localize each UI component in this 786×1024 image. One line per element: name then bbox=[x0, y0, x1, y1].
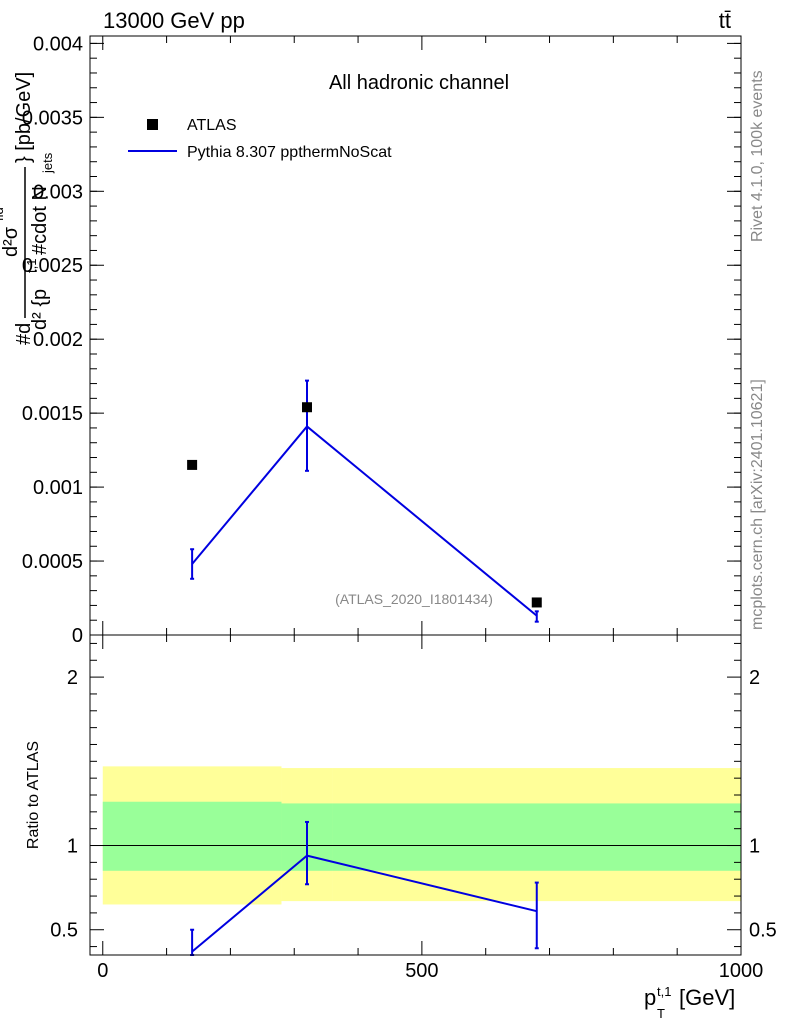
ratio-y-tick-label: 1 bbox=[67, 836, 78, 858]
main-y-tick-label: 0.004 bbox=[33, 33, 83, 55]
main-plot-content bbox=[187, 379, 542, 623]
pythia-line bbox=[191, 425, 538, 617]
ratio-x-tick-label: 1000 bbox=[719, 960, 764, 982]
main-x-axis bbox=[102, 36, 742, 635]
ratio-x-tick-label: 500 bbox=[405, 960, 438, 982]
ylabel-numerator-sup: fid bbox=[0, 207, 6, 221]
atlas-data-point bbox=[531, 597, 542, 608]
main-y-label: #d d²σ fid d² {p t,1 #cdot N jets } [pb/… bbox=[0, 72, 55, 345]
process-label: tt̄ bbox=[719, 8, 731, 33]
ylabel-denominator-sub: jets bbox=[40, 152, 55, 174]
ratio-plot-content bbox=[90, 766, 741, 956]
legend-pythia-label: Pythia 8.307 ppthermNoScat bbox=[187, 144, 392, 161]
main-y-tick-label: 0 bbox=[72, 625, 83, 647]
legend-atlas-marker bbox=[147, 119, 158, 130]
ratio-panel: 0.5 0.5 1 1 2 2 0 500 1000 Ratio to ATLAS p t,1… bbox=[25, 634, 777, 1021]
atlas-data-point bbox=[302, 402, 312, 413]
main-y-tick-label: 0.002 bbox=[33, 329, 83, 351]
atlas-uncertainty-band-inner bbox=[332, 803, 741, 871]
ratio-y-tick-label: 2 bbox=[67, 667, 78, 689]
legend-atlas-label: ATLAS bbox=[187, 117, 237, 134]
atlas-uncertainty-band-inner bbox=[102, 801, 282, 871]
energy-label: 13000 GeV pp bbox=[103, 8, 245, 33]
ylabel-denominator-sup: t,1 bbox=[24, 259, 39, 273]
xlabel-unit: [GeV] bbox=[679, 985, 735, 1010]
main-y-tick-label: 0.0035 bbox=[22, 107, 83, 129]
ratio-x-tick-label: 0 bbox=[97, 960, 108, 982]
analysis-tag: (ATLAS_2020_I1801434) bbox=[335, 591, 493, 607]
main-y-tick-label: 0.0025 bbox=[22, 255, 83, 277]
ratio-y-tick-label-right: 1 bbox=[749, 836, 760, 858]
ylabel-suffix: } [pb/GeV] bbox=[13, 72, 35, 163]
main-panel: 0 0.0005 0.001 0.0015 0.002 0.0025 0.003 0.0035… bbox=[0, 33, 742, 647]
main-y-tick-label: 0.0005 bbox=[22, 551, 83, 573]
main-y-tick-label: 0.003 bbox=[33, 181, 83, 203]
ratio-y-axis: 0.5 0.5 1 1 2 2 bbox=[50, 642, 777, 948]
mcplots-label: mcplots.cern.ch [arXiv:2401.10621] bbox=[749, 379, 766, 630]
ratio-y-tick-label: 0.5 bbox=[50, 920, 78, 942]
ylabel-denominator-rest: #cdot N bbox=[29, 186, 51, 255]
main-y-axis: 0 0.0005 0.001 0.0015 0.002 0.0025 0.003 0.0035… bbox=[22, 33, 741, 647]
ratio-x-axis: 0 500 1000 bbox=[97, 635, 763, 982]
ratio-y-tick-label-right: 0.5 bbox=[749, 920, 777, 942]
xlabel-sup: t,1 bbox=[657, 984, 671, 999]
ylabel-prefix: #d bbox=[13, 323, 35, 345]
chart-title: All hadronic channel bbox=[329, 72, 509, 94]
ylabel-denominator: d² {p bbox=[29, 289, 51, 330]
ratio-y-label: Ratio to ATLAS bbox=[25, 741, 42, 849]
main-y-tick-label: 0.0015 bbox=[22, 403, 83, 425]
legend: ATLAS Pythia 8.307 ppthermNoScat bbox=[128, 117, 392, 161]
x-axis-label: p t,1 T [GeV] bbox=[644, 984, 735, 1021]
rivet-label: Rivet 4.1.0, 100k events bbox=[749, 70, 766, 242]
main-y-tick-label: 0.001 bbox=[33, 477, 83, 499]
ylabel-numerator: d²σ bbox=[0, 226, 22, 257]
ratio-y-tick-label-right: 2 bbox=[749, 667, 760, 689]
atlas-data-point bbox=[187, 459, 198, 470]
xlabel-sub: T bbox=[657, 1006, 665, 1021]
xlabel-main: p bbox=[644, 985, 656, 1010]
